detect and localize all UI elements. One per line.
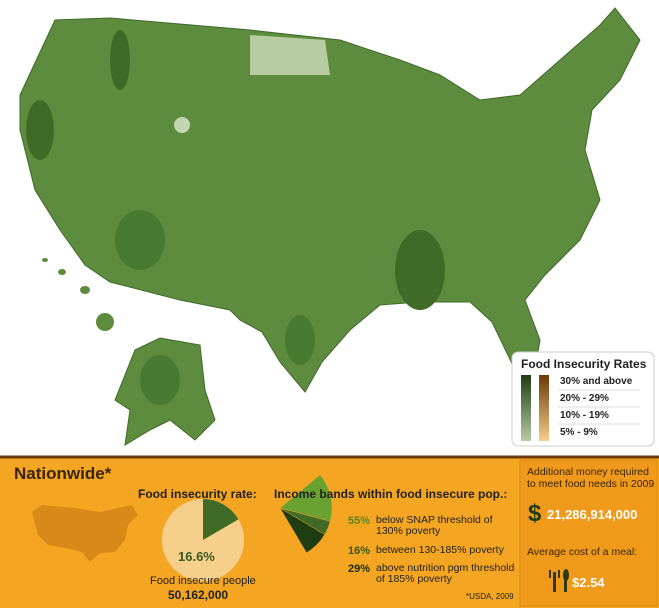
source: *USDA, 2009 [466,592,514,601]
currency: $ [528,500,542,527]
bands-heading: Income bands within food insecure pop.: [274,487,508,501]
us-silhouette [32,505,138,562]
money-amount: 21,286,914,000 [547,507,638,522]
band-text: between 130-185% poverty [376,544,504,556]
panel-title: Nationwide* [14,464,112,483]
band-slice [279,507,326,554]
band-text: above nutrition pgm threshold of 185% po… [376,562,515,585]
people-label: Food insecure people [150,575,256,587]
legend-label: 20% - 29% [560,393,609,404]
legend-swatch [521,375,531,441]
map-patch [26,100,54,160]
rate-label: 16.6% [178,549,215,564]
map-patch [140,355,180,405]
band-percent: 29% [348,563,371,575]
rate-heading: Food insecurity rate: [138,487,257,501]
utensils-icon [549,569,569,592]
legend-label: 5% - 9% [560,427,598,438]
money-heading: Additional money required to meet food n… [527,466,655,490]
legend-label: 10% - 19% [560,410,609,421]
band-text: below SNAP threshold of 130% poverty [376,514,493,537]
legend-label: 30% and above [560,376,633,387]
people-count: 50,162,000 [168,588,229,602]
map-patch [110,30,130,90]
meal-label: Average cost of a meal: [527,546,638,558]
legend [511,351,655,447]
meal-cost: $2.54 [572,575,605,590]
legend-title: Food Insecurity Rates [521,357,647,371]
band-slice [279,474,333,522]
map-patch [285,315,315,365]
map [19,7,641,446]
map-patch [115,210,165,270]
band-percent: 55% [348,515,371,527]
pie-slice [203,499,239,540]
band-percent: 16% [348,545,371,557]
map-light [174,117,190,133]
hawaii [42,258,114,331]
map-patch [395,230,445,310]
money-box [519,459,658,607]
contiguous-us [19,7,641,393]
legend-swatch [539,375,549,441]
map-light [250,35,330,75]
